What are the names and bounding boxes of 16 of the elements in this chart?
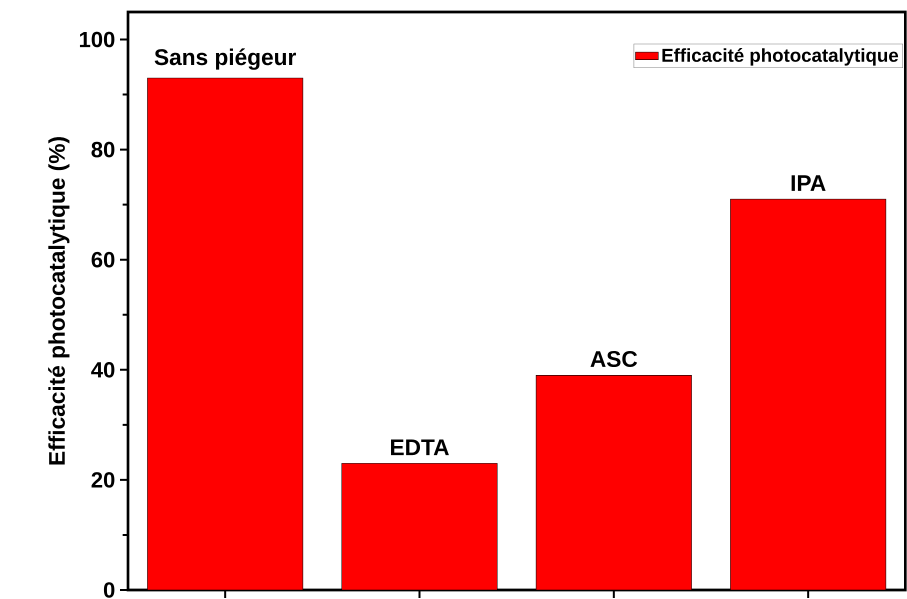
y-tick-label: 100 [80, 32, 114, 48]
y-tick-label: 80 [92, 142, 114, 158]
x-tick-label: Sans piégeur [154, 48, 296, 70]
y-tick-label: 0 [104, 582, 114, 598]
bar [147, 78, 304, 590]
x-tick-label: IPA [792, 175, 826, 191]
bar [536, 375, 692, 590]
legend-label: Efficacité photocatalytique [662, 48, 898, 66]
bar [342, 463, 498, 590]
y-axis-title: Efficacité photocatalytique (%) [48, 137, 70, 464]
x-tick-label: EDTA [391, 440, 449, 456]
y-tick-label: 40 [91, 362, 114, 378]
y-tick-label: 60 [92, 252, 114, 268]
bar [730, 198, 886, 590]
y-tick-label: 20 [92, 472, 114, 488]
x-tick-label: ASC [590, 350, 638, 368]
